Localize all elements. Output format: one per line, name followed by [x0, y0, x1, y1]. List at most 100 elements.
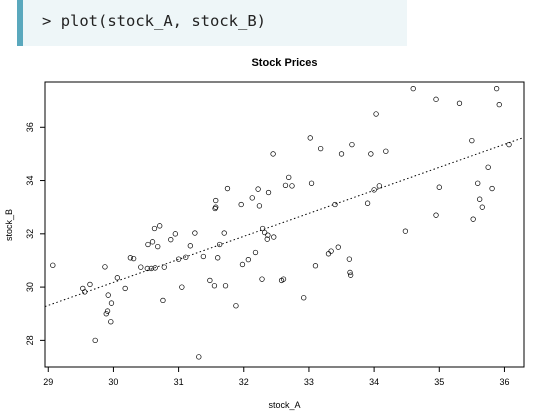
data-point: [104, 308, 111, 314]
data-point: [485, 164, 491, 170]
data-point: [383, 148, 389, 154]
data-point: [433, 96, 439, 102]
console-command: plot(stock_A, stock_B): [60, 12, 266, 30]
x-tick-label: 29: [43, 377, 53, 387]
chart-title: Stock Prices: [251, 57, 317, 69]
data-point: [122, 285, 128, 292]
data-point: [221, 230, 227, 236]
data-point: [493, 86, 500, 92]
data-point: [213, 197, 219, 204]
data-point: [50, 262, 56, 268]
data-point: [239, 261, 246, 268]
data-point: [410, 86, 416, 92]
data-point: [264, 236, 270, 242]
data-point: [373, 111, 379, 117]
data-point: [332, 201, 338, 208]
data-point: [259, 276, 265, 282]
data-point: [328, 248, 334, 254]
data-point: [402, 228, 409, 234]
data-point: [256, 203, 263, 209]
x-tick-label: 36: [499, 377, 509, 387]
data-point: [376, 183, 382, 189]
data-point: [211, 283, 218, 289]
data-point: [138, 264, 144, 270]
data-point: [349, 141, 355, 148]
y-tick-label: 34: [25, 176, 35, 186]
data-point: [433, 212, 439, 218]
x-tick-label: 31: [174, 377, 184, 387]
data-point: [233, 303, 239, 309]
data-point: [270, 151, 276, 157]
data-point: [217, 241, 223, 248]
data-point: [261, 229, 268, 236]
console-prompt: >: [42, 12, 52, 30]
data-point: [157, 223, 163, 229]
data-point: [144, 265, 150, 272]
data-point: [252, 249, 259, 256]
data-point: [255, 186, 261, 192]
data-point: [148, 265, 154, 272]
data-point: [347, 272, 354, 278]
data-point: [215, 255, 221, 261]
data-point: [479, 204, 485, 210]
data-point: [312, 263, 319, 269]
y-tick-label: 28: [25, 335, 35, 345]
x-tick-label: 30: [108, 377, 118, 387]
data-point: [102, 264, 108, 270]
data-point: [160, 297, 166, 304]
data-point: [103, 311, 109, 317]
data-point: [368, 151, 374, 157]
x-tick-label: 32: [239, 377, 249, 387]
data-point: [87, 281, 93, 288]
data-point: [108, 300, 115, 306]
data-point: [347, 269, 353, 276]
data-point: [152, 265, 158, 271]
data-point: [335, 244, 341, 250]
data-point: [346, 256, 352, 262]
data-point: [280, 276, 287, 282]
data-point: [325, 251, 332, 257]
plot-area-frame: [44, 81, 525, 368]
data-point: [130, 255, 137, 262]
console-command-block: > plot(stock_A, stock_B): [17, 0, 407, 46]
data-point: [271, 234, 277, 240]
data-point: [286, 174, 292, 181]
data-point: [308, 180, 315, 186]
data-point: [265, 232, 271, 238]
data-point: [183, 254, 189, 260]
data-point: [108, 319, 114, 325]
data-point: [105, 292, 111, 298]
regression-line: [44, 136, 525, 308]
data-point: [161, 264, 167, 270]
data-point: [213, 204, 219, 210]
data-point: [245, 257, 251, 263]
data-point: [200, 253, 207, 260]
data-point: [145, 241, 151, 248]
data-point: [155, 243, 161, 250]
data-point: [80, 285, 86, 292]
data-point: [469, 137, 475, 144]
data-point: [175, 256, 182, 262]
data-point: [179, 284, 185, 290]
data-point: [436, 184, 442, 190]
data-point: [224, 185, 231, 192]
data-point: [196, 354, 202, 360]
data-point: [496, 101, 502, 108]
data-point: [172, 231, 178, 237]
data-point: [249, 195, 255, 201]
data-point: [506, 141, 512, 148]
data-point: [114, 275, 120, 281]
y-axis-label: stock_B: [4, 209, 14, 241]
data-point: [456, 100, 463, 106]
data-point: [192, 230, 198, 236]
data-point: [477, 196, 483, 202]
data-point: [187, 243, 193, 249]
data-point: [489, 185, 495, 192]
data-point: [222, 283, 229, 289]
data-point: [338, 151, 345, 157]
data-point: [265, 189, 272, 196]
y-tick-label: 32: [25, 229, 35, 239]
data-point: [318, 145, 324, 152]
data-point: [168, 237, 174, 243]
